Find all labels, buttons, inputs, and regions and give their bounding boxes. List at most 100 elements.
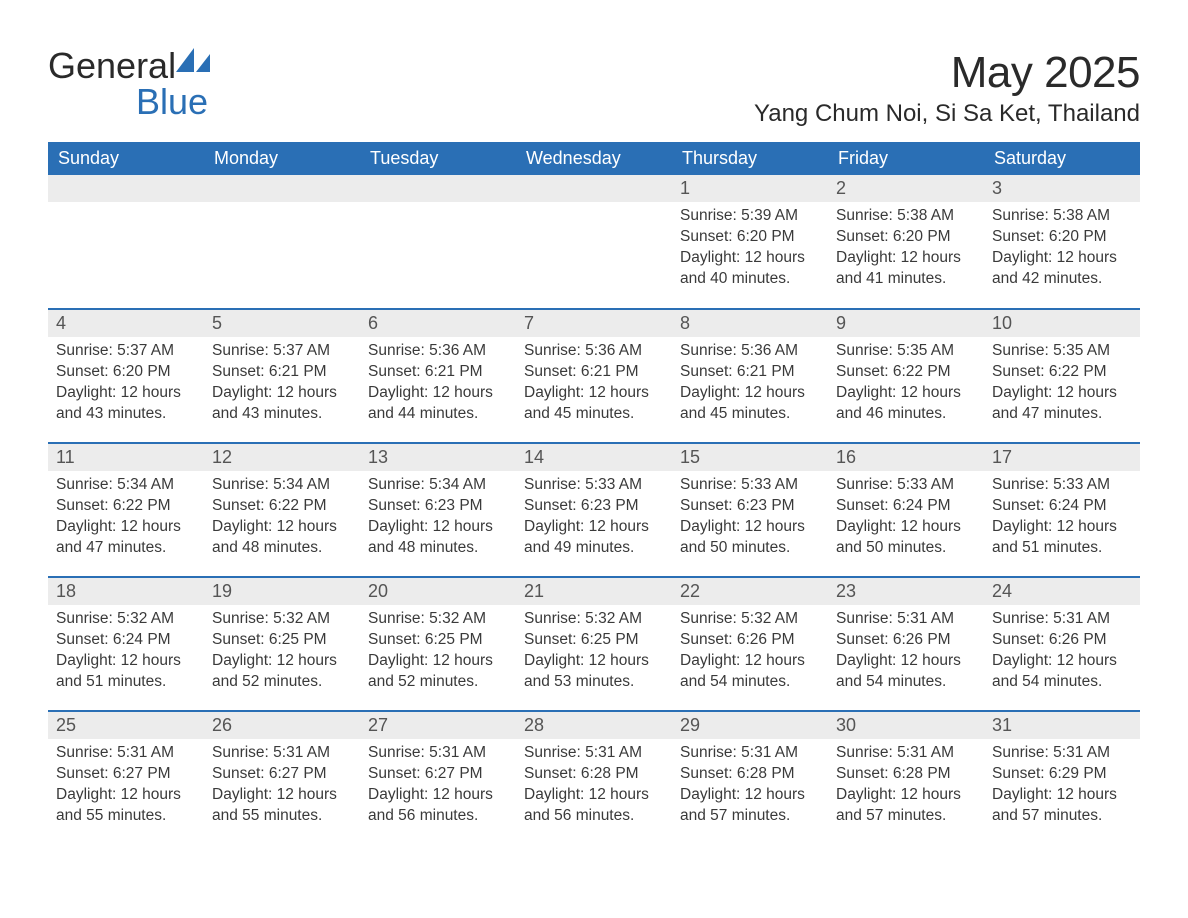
daylight-line: Daylight: 12 hours and 42 minutes.: [992, 248, 1132, 290]
daylight-line: Daylight: 12 hours and 46 minutes.: [836, 383, 976, 425]
day-body: Sunrise: 5:38 AMSunset: 6:20 PMDaylight:…: [984, 202, 1140, 296]
day-number: 3: [984, 175, 1140, 202]
calendar-week: 18Sunrise: 5:32 AMSunset: 6:24 PMDayligh…: [48, 577, 1140, 711]
day-header: Wednesday: [516, 142, 672, 175]
sunrise-line: Sunrise: 5:31 AM: [836, 743, 976, 764]
day-body: Sunrise: 5:34 AMSunset: 6:22 PMDaylight:…: [48, 471, 204, 565]
calendar-cell: 25Sunrise: 5:31 AMSunset: 6:27 PMDayligh…: [48, 711, 204, 845]
calendar-week: 25Sunrise: 5:31 AMSunset: 6:27 PMDayligh…: [48, 711, 1140, 845]
day-number: [360, 175, 516, 202]
sunset-line: Sunset: 6:27 PM: [56, 764, 196, 785]
daylight-line: Daylight: 12 hours and 41 minutes.: [836, 248, 976, 290]
day-number: [48, 175, 204, 202]
day-number: [204, 175, 360, 202]
sunrise-line: Sunrise: 5:34 AM: [212, 475, 352, 496]
day-number: 13: [360, 444, 516, 471]
sunset-line: Sunset: 6:23 PM: [524, 496, 664, 517]
daylight-line: Daylight: 12 hours and 50 minutes.: [680, 517, 820, 559]
sunrise-line: Sunrise: 5:38 AM: [992, 206, 1132, 227]
calendar-cell: 24Sunrise: 5:31 AMSunset: 6:26 PMDayligh…: [984, 577, 1140, 711]
calendar-cell: 18Sunrise: 5:32 AMSunset: 6:24 PMDayligh…: [48, 577, 204, 711]
day-number: 21: [516, 578, 672, 605]
day-number: 16: [828, 444, 984, 471]
day-body: Sunrise: 5:32 AMSunset: 6:25 PMDaylight:…: [360, 605, 516, 699]
calendar-cell: 13Sunrise: 5:34 AMSunset: 6:23 PMDayligh…: [360, 443, 516, 577]
daylight-line: Daylight: 12 hours and 48 minutes.: [212, 517, 352, 559]
logo-text: General Blue: [48, 48, 210, 120]
day-header: Saturday: [984, 142, 1140, 175]
day-body: Sunrise: 5:31 AMSunset: 6:27 PMDaylight:…: [48, 739, 204, 833]
day-body: Sunrise: 5:31 AMSunset: 6:26 PMDaylight:…: [828, 605, 984, 699]
day-body: Sunrise: 5:31 AMSunset: 6:28 PMDaylight:…: [828, 739, 984, 833]
day-number: 15: [672, 444, 828, 471]
month-title: May 2025: [754, 48, 1140, 98]
calendar-cell: 22 Sunrise: 5:32 AMSunset: 6:26 PMDayligh…: [672, 577, 828, 711]
sunrise-line: Sunrise: 5:37 AM: [212, 341, 352, 362]
daylight-line: Daylight: 12 hours and 45 minutes.: [680, 383, 820, 425]
sunrise-line: Sunrise: 5:33 AM: [836, 475, 976, 496]
day-body: [516, 202, 672, 212]
sunset-line: Sunset: 6:22 PM: [56, 496, 196, 517]
sunrise-line: Sunrise: 5:36 AM: [368, 341, 508, 362]
day-body: Sunrise: 5:31 AMSunset: 6:28 PMDaylight:…: [672, 739, 828, 833]
sunset-line: Sunset: 6:21 PM: [680, 362, 820, 383]
day-body: Sunrise: 5:31 AMSunset: 6:28 PMDaylight:…: [516, 739, 672, 833]
calendar-cell: 23Sunrise: 5:31 AMSunset: 6:26 PMDayligh…: [828, 577, 984, 711]
day-body: Sunrise: 5:35 AMSunset: 6:22 PMDaylight:…: [984, 337, 1140, 431]
sunrise-line: Sunrise: 5:31 AM: [368, 743, 508, 764]
day-body: Sunrise: 5:34 AMSunset: 6:23 PMDaylight:…: [360, 471, 516, 565]
calendar-cell: 29Sunrise: 5:31 AMSunset: 6:28 PMDayligh…: [672, 711, 828, 845]
sunset-line: Sunset: 6:22 PM: [992, 362, 1132, 383]
daylight-line: Daylight: 12 hours and 47 minutes.: [992, 383, 1132, 425]
daylight-line: Daylight: 12 hours and 56 minutes.: [524, 785, 664, 827]
title-block: May 2025 Yang Chum Noi, Si Sa Ket, Thail…: [754, 48, 1140, 138]
sunset-line: Sunset: 6:21 PM: [524, 362, 664, 383]
daylight-line: Daylight: 12 hours and 45 minutes.: [524, 383, 664, 425]
calendar-cell: 3Sunrise: 5:38 AMSunset: 6:20 PMDaylight…: [984, 175, 1140, 309]
daylight-line: Daylight: 12 hours and 51 minutes.: [56, 651, 196, 693]
day-number: 12: [204, 444, 360, 471]
calendar-cell: 21Sunrise: 5:32 AMSunset: 6:25 PMDayligh…: [516, 577, 672, 711]
sunrise-line: Sunrise: 5:31 AM: [524, 743, 664, 764]
calendar-cell: [48, 175, 204, 309]
daylight-line: Daylight: 12 hours and 54 minutes.: [680, 651, 820, 693]
sunset-line: Sunset: 6:21 PM: [368, 362, 508, 383]
calendar-table: Sunday Monday Tuesday Wednesday Thursday…: [48, 142, 1140, 845]
sunset-line: Sunset: 6:26 PM: [680, 630, 820, 651]
sunset-line: Sunset: 6:25 PM: [368, 630, 508, 651]
daylight-line: Daylight: 12 hours and 49 minutes.: [524, 517, 664, 559]
daylight-line: Daylight: 12 hours and 43 minutes.: [56, 383, 196, 425]
calendar-cell: 30Sunrise: 5:31 AMSunset: 6:28 PMDayligh…: [828, 711, 984, 845]
sunrise-line: Sunrise: 5:31 AM: [680, 743, 820, 764]
calendar-cell: 14Sunrise: 5:33 AMSunset: 6:23 PMDayligh…: [516, 443, 672, 577]
calendar-cell: 8Sunrise: 5:36 AMSunset: 6:21 PMDaylight…: [672, 309, 828, 443]
sunset-line: Sunset: 6:27 PM: [212, 764, 352, 785]
day-number: 22: [672, 578, 828, 605]
day-number: 2: [828, 175, 984, 202]
daylight-line: Daylight: 12 hours and 51 minutes.: [992, 517, 1132, 559]
daylight-line: Daylight: 12 hours and 48 minutes.: [368, 517, 508, 559]
sunrise-line: Sunrise: 5:37 AM: [56, 341, 196, 362]
day-number: 8: [672, 310, 828, 337]
sunrise-line: Sunrise: 5:32 AM: [680, 609, 820, 630]
day-number: 19: [204, 578, 360, 605]
location: Yang Chum Noi, Si Sa Ket, Thailand: [754, 100, 1140, 128]
daylight-line: Daylight: 12 hours and 57 minutes.: [836, 785, 976, 827]
day-body: Sunrise: 5:33 AMSunset: 6:24 PMDaylight:…: [984, 471, 1140, 565]
daylight-line: Daylight: 12 hours and 54 minutes.: [836, 651, 976, 693]
day-number: 5: [204, 310, 360, 337]
day-body: Sunrise: 5:34 AMSunset: 6:22 PMDaylight:…: [204, 471, 360, 565]
calendar-cell: 12Sunrise: 5:34 AMSunset: 6:22 PMDayligh…: [204, 443, 360, 577]
calendar-cell: 2Sunrise: 5:38 AMSunset: 6:20 PMDaylight…: [828, 175, 984, 309]
sunset-line: Sunset: 6:26 PM: [992, 630, 1132, 651]
day-header: Thursday: [672, 142, 828, 175]
daylight-line: Daylight: 12 hours and 55 minutes.: [56, 785, 196, 827]
daylight-line: Daylight: 12 hours and 52 minutes.: [368, 651, 508, 693]
day-body: [360, 202, 516, 212]
day-body: [204, 202, 360, 212]
day-body: Sunrise: 5:36 AMSunset: 6:21 PMDaylight:…: [516, 337, 672, 431]
calendar-cell: [204, 175, 360, 309]
day-header-row: Sunday Monday Tuesday Wednesday Thursday…: [48, 142, 1140, 175]
day-body: Sunrise: 5:31 AMSunset: 6:29 PMDaylight:…: [984, 739, 1140, 833]
logo-text-blue: Blue: [136, 81, 208, 122]
